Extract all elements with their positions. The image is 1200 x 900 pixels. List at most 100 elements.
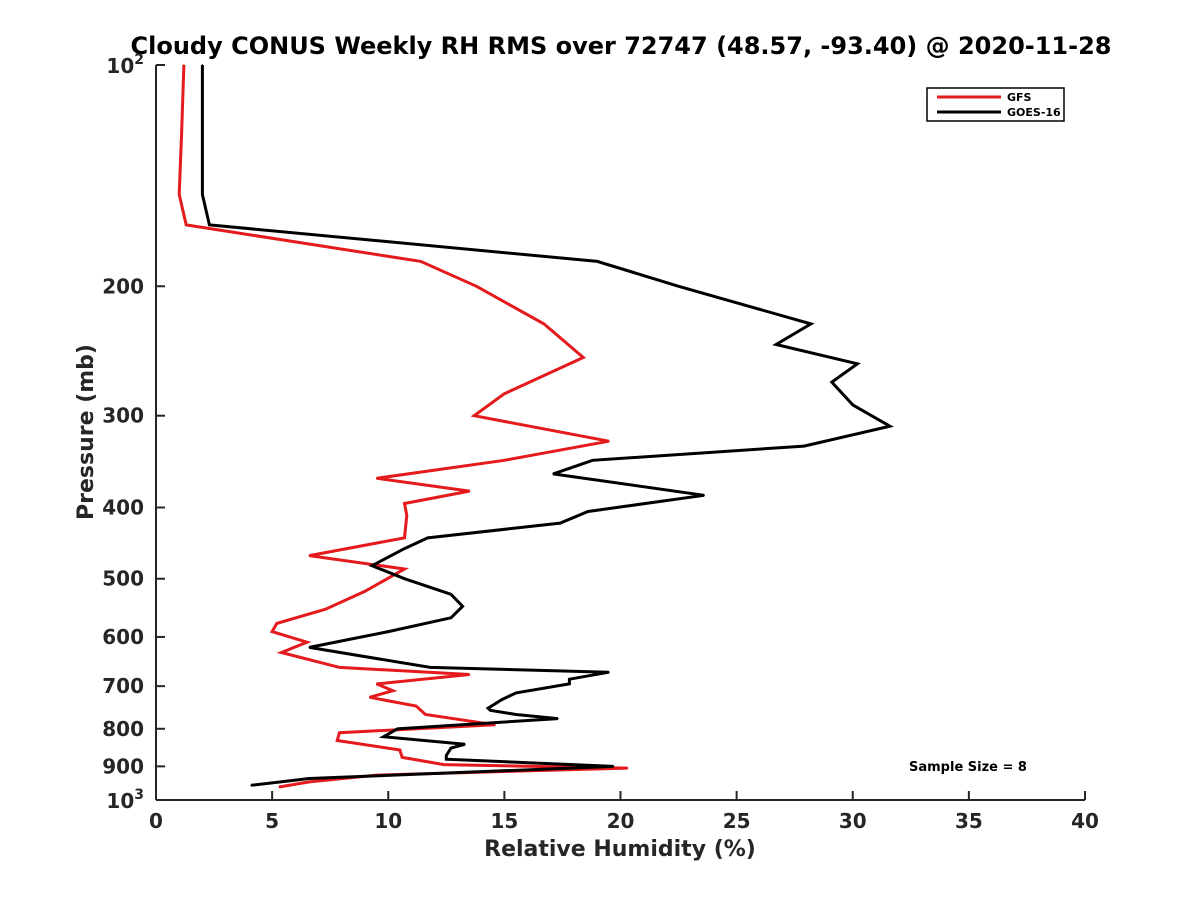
data-point: [612, 765, 615, 768]
data-point: [810, 323, 812, 325]
sample-size-annotation: Sample Size = 8: [909, 760, 1027, 775]
data-point: [608, 440, 610, 443]
data-point: [403, 568, 406, 570]
x-tick-label: 0: [149, 809, 163, 833]
data-point: [703, 494, 705, 497]
data-point: [399, 749, 401, 751]
data-point: [831, 381, 833, 383]
data-point: [494, 724, 496, 726]
series-gfs: [177, 64, 629, 789]
x-tick-label: 25: [723, 809, 751, 833]
data-point: [775, 343, 777, 346]
data-point: [568, 678, 571, 680]
x-tick-label: 35: [955, 809, 983, 833]
data-point: [489, 709, 492, 712]
data-point: [596, 260, 599, 263]
data-point: [306, 641, 308, 643]
data-point: [208, 224, 211, 226]
data-point: [461, 605, 464, 608]
y-tick-label: 500: [102, 567, 144, 591]
data-point: [608, 671, 610, 673]
data-point: [591, 459, 594, 462]
data-point: [559, 522, 561, 524]
data-point: [401, 756, 404, 759]
data-point: [429, 666, 431, 669]
legend-box: [926, 87, 1065, 122]
data-point: [475, 285, 478, 288]
data-point: [445, 758, 448, 760]
x-tick-label: 5: [265, 809, 279, 833]
data-point: [183, 64, 185, 66]
data-point: [271, 630, 273, 633]
data-point: [450, 747, 452, 749]
data-point: [250, 784, 252, 787]
data-point: [280, 651, 283, 654]
data-point: [201, 193, 204, 196]
data-point: [503, 459, 506, 462]
data-point: [464, 743, 466, 746]
data-point: [443, 763, 445, 766]
data-point: [308, 646, 311, 649]
x-tick-label: 40: [1071, 809, 1099, 833]
x-tick-label: 15: [490, 809, 518, 833]
data-point: [515, 713, 517, 716]
legend: GFS GOES-16: [926, 87, 1065, 122]
data-point: [543, 323, 545, 325]
data-point: [552, 473, 554, 475]
data-point: [852, 404, 854, 406]
data-point: [180, 135, 183, 137]
data-point: [420, 260, 422, 263]
y-tick-label: 800: [102, 717, 144, 741]
y-tick-label: 400: [102, 496, 144, 520]
data-point: [185, 224, 187, 226]
data-point: [557, 717, 559, 720]
y-tick-label: 102: [106, 52, 144, 78]
data-point: [371, 564, 373, 567]
data-point: [308, 554, 311, 557]
data-point: [382, 735, 385, 738]
data-point: [375, 683, 378, 685]
data-point: [392, 689, 394, 692]
data-point: [308, 777, 311, 780]
y-tick-label: 700: [102, 674, 144, 698]
data-point: [503, 392, 506, 395]
chart-title: Cloudy CONUS Weekly RH RMS over 72747 (4…: [131, 32, 1112, 60]
series-goes-16: [200, 64, 894, 787]
data-point: [587, 510, 589, 513]
y-tick-label: 103: [106, 787, 144, 813]
data-point: [501, 698, 503, 701]
data-point: [403, 577, 406, 580]
data-point: [468, 673, 471, 676]
data-point: [515, 692, 517, 694]
x-axis-label: Relative Humidity (%): [484, 837, 756, 862]
series-line: [200, 65, 894, 787]
data-point: [396, 728, 399, 730]
data-point: [487, 707, 489, 709]
data-point: [450, 617, 452, 619]
data-point: [364, 590, 366, 593]
data-point: [473, 414, 476, 417]
data-point: [424, 713, 427, 716]
data-point: [415, 705, 417, 707]
x-tick-label: 30: [839, 809, 867, 833]
x-tick-label: 20: [607, 809, 635, 833]
data-point: [468, 490, 471, 492]
data-point: [582, 356, 585, 359]
data-point: [403, 537, 406, 539]
data-point: [387, 630, 390, 633]
data-point: [450, 593, 452, 596]
y-tick-label: 300: [102, 404, 144, 428]
y-tick-label: 900: [102, 754, 144, 778]
data-point: [201, 135, 204, 137]
x-tick-label: 10: [374, 809, 402, 833]
data-point: [426, 537, 429, 539]
data-point: [336, 739, 339, 742]
data-point: [445, 754, 448, 757]
data-point: [803, 445, 805, 447]
data-point: [201, 64, 204, 66]
legend-entry-label: GFS: [1007, 91, 1032, 104]
series-line: [177, 64, 628, 789]
data-point: [626, 767, 629, 769]
